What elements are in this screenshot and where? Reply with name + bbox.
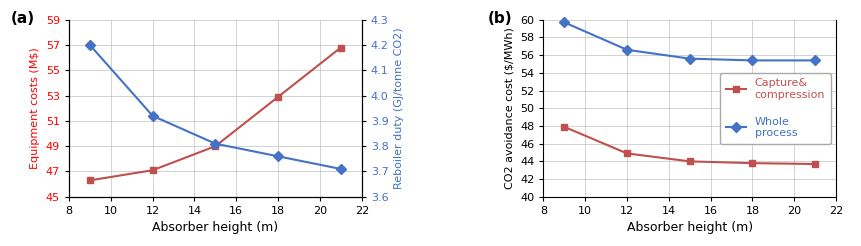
- Whole
process: [684, 57, 694, 60]
- Capture&
compression: [746, 162, 757, 165]
- Whole
process: [746, 59, 757, 62]
- Line: Whole
process: Whole process: [561, 19, 818, 64]
- Capture&
compression: [684, 160, 694, 163]
- Capture&
compression: [809, 163, 820, 166]
- Whole
process: [621, 48, 631, 51]
- Whole
process: [559, 21, 569, 24]
- Text: (b): (b): [487, 11, 511, 26]
- Y-axis label: CO2 avoidance cost ($/MWh): CO2 avoidance cost ($/MWh): [504, 27, 514, 189]
- X-axis label: Absorber height (m): Absorber height (m): [626, 221, 752, 234]
- Text: (a): (a): [10, 11, 34, 26]
- Line: Capture&
compression: Capture& compression: [561, 123, 818, 168]
- Capture&
compression: [621, 152, 631, 155]
- X-axis label: Absorber height (m): Absorber height (m): [152, 221, 278, 234]
- Y-axis label: Equipment costs (M$): Equipment costs (M$): [30, 47, 40, 169]
- Y-axis label: Reboiler duty (GJ/tonne CO2): Reboiler duty (GJ/tonne CO2): [393, 27, 404, 189]
- Legend: Capture&
compression, Whole
process: Capture& compression, Whole process: [719, 73, 830, 144]
- Whole
process: [809, 59, 820, 62]
- Capture&
compression: [559, 125, 569, 128]
